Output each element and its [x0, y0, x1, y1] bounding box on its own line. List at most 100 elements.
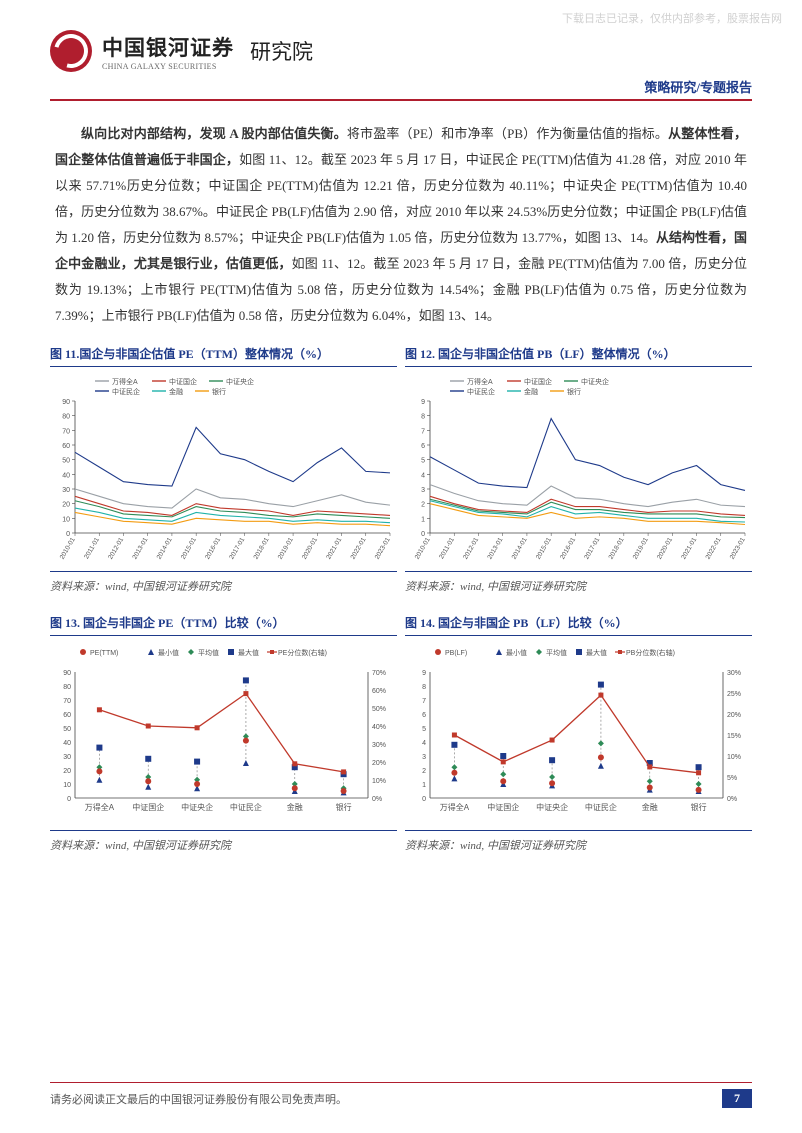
svg-text:70%: 70%: [372, 670, 386, 677]
chart-13-source: 资料来源：wind, 中国银河证券研究院: [50, 830, 397, 857]
svg-text:2023-01: 2023-01: [374, 536, 392, 560]
svg-text:万得全A: 万得全A: [112, 377, 138, 386]
svg-text:0: 0: [67, 796, 71, 803]
svg-text:2016-01: 2016-01: [559, 536, 577, 560]
svg-text:2013-01: 2013-01: [131, 536, 149, 560]
svg-text:2019-01: 2019-01: [632, 536, 650, 560]
body-text: 纵向比对内部结构，发现 A 股内部估值失衡。将市盈率（PE）和市净率（PB）作为…: [0, 121, 802, 329]
svg-text:60: 60: [63, 712, 71, 719]
svg-text:2018-01: 2018-01: [253, 536, 271, 560]
charts-row-2: 图 13. 国企与非国企 PE（TTM）比较（%） PE(TTM)最小值平均值最…: [0, 598, 802, 857]
svg-text:金融: 金融: [642, 802, 658, 812]
chart-11-title: 图 11.国企与非国企估值 PE（TTM）整体情况（%）: [50, 341, 397, 367]
svg-text:90: 90: [63, 670, 71, 677]
svg-text:中证央企: 中证央企: [581, 377, 609, 386]
svg-text:10: 10: [62, 516, 70, 523]
chart-11: 万得全A中证国企中证央企中证民企金融银行01020304050607080902…: [50, 373, 397, 563]
svg-text:2014-01: 2014-01: [511, 536, 529, 560]
svg-text:中证国企: 中证国企: [132, 802, 164, 812]
svg-text:2011-01: 2011-01: [83, 536, 101, 560]
svg-text:2012-01: 2012-01: [462, 536, 480, 560]
svg-text:9: 9: [421, 399, 425, 406]
svg-text:40: 40: [62, 472, 70, 479]
disclaimer: 请务必阅读正文最后的中国银河证券股份有限公司免责声明。: [50, 1091, 347, 1107]
svg-text:0%: 0%: [372, 796, 382, 803]
svg-text:2012-01: 2012-01: [107, 536, 125, 560]
svg-text:最小值: 最小值: [158, 648, 179, 657]
charts-row-1: 图 11.国企与非国企估值 PE（TTM）整体情况（%） 万得全A 中证国企 中证央…: [0, 329, 802, 598]
svg-text:80: 80: [63, 684, 71, 691]
svg-text:10%: 10%: [372, 778, 386, 785]
svg-text:最大值: 最大值: [586, 648, 607, 657]
svg-text:金融: 金融: [524, 387, 538, 396]
svg-text:万得全A: 万得全A: [467, 377, 493, 386]
footer: 请务必阅读正文最后的中国银河证券股份有限公司免责声明。 7: [50, 1082, 752, 1108]
svg-text:银行: 银行: [336, 802, 352, 812]
svg-text:8: 8: [422, 684, 426, 691]
svg-text:2019-01: 2019-01: [277, 536, 295, 560]
svg-text:2011-01: 2011-01: [438, 536, 456, 560]
svg-text:2022-01: 2022-01: [350, 536, 368, 560]
svg-text:1: 1: [421, 516, 425, 523]
svg-text:3: 3: [422, 754, 426, 761]
svg-text:5: 5: [421, 458, 425, 465]
svg-text:2010-01: 2010-01: [59, 536, 77, 560]
svg-text:平均值: 平均值: [198, 648, 219, 657]
svg-text:7: 7: [422, 698, 426, 705]
para-t1: 将市盈率（PE）和市净率（PB）作为衡量估值的指标。: [347, 126, 668, 141]
svg-text:2010-01: 2010-01: [414, 536, 432, 560]
svg-text:50: 50: [63, 726, 71, 733]
svg-text:2015-01: 2015-01: [535, 536, 553, 560]
logo-en: CHINA GALAXY SECURITIES: [102, 62, 234, 71]
watermark: 下载日志已记录，仅供内部参考，股票报告网: [562, 10, 782, 26]
svg-text:中证央企: 中证央企: [226, 377, 254, 386]
svg-text:4: 4: [421, 472, 425, 479]
svg-text:3: 3: [421, 487, 425, 494]
svg-text:50: 50: [62, 458, 70, 465]
svg-text:30%: 30%: [727, 670, 741, 677]
svg-text:金融: 金融: [287, 802, 303, 812]
svg-text:40: 40: [63, 740, 71, 747]
svg-text:60%: 60%: [372, 688, 386, 695]
chart-13: PE(TTM)最小值平均值最大值PE分位数(右轴)010203040506070…: [50, 642, 397, 822]
report-category: 策略研究/专题报告: [0, 77, 802, 99]
svg-text:5%: 5%: [727, 775, 737, 782]
svg-text:2021-01: 2021-01: [325, 536, 343, 560]
svg-text:70: 70: [63, 698, 71, 705]
svg-text:中证央企: 中证央企: [181, 802, 213, 812]
svg-text:中证国企: 中证国企: [169, 377, 197, 386]
svg-text:90: 90: [62, 399, 70, 406]
svg-text:30%: 30%: [372, 742, 386, 749]
svg-text:50%: 50%: [372, 706, 386, 713]
svg-text:30: 30: [62, 487, 70, 494]
svg-text:银行: 银行: [691, 802, 707, 812]
svg-text:中证民企: 中证民企: [112, 387, 140, 396]
svg-text:4: 4: [422, 740, 426, 747]
svg-text:5: 5: [422, 726, 426, 733]
svg-text:万得全A: 万得全A: [440, 802, 470, 812]
svg-text:PE分位数(右轴): PE分位数(右轴): [278, 648, 327, 657]
svg-text:中证央企: 中证央企: [536, 802, 568, 812]
svg-text:20%: 20%: [727, 712, 741, 719]
svg-text:2013-01: 2013-01: [486, 536, 504, 560]
svg-text:最大值: 最大值: [238, 648, 259, 657]
logo-cn: 中国银河证券: [102, 32, 234, 62]
page-number: 7: [722, 1089, 752, 1108]
svg-text:9: 9: [422, 670, 426, 677]
svg-text:2018-01: 2018-01: [608, 536, 626, 560]
svg-text:万得全A: 万得全A: [85, 802, 115, 812]
svg-text:2022-01: 2022-01: [705, 536, 723, 560]
svg-text:中证民企: 中证民企: [467, 387, 495, 396]
svg-text:70: 70: [62, 428, 70, 435]
chart-11-source: 资料来源：wind, 中国银河证券研究院: [50, 571, 397, 598]
svg-text:2017-01: 2017-01: [228, 536, 246, 560]
svg-text:金融: 金融: [169, 387, 183, 396]
chart-14-title: 图 14. 国企与非国企 PB（LF）比较（%）: [405, 610, 752, 636]
svg-text:80: 80: [62, 414, 70, 421]
svg-text:6: 6: [421, 443, 425, 450]
svg-text:PB分位数(右轴): PB分位数(右轴): [626, 648, 675, 657]
chart-13-title: 图 13. 国企与非国企 PE（TTM）比较（%）: [50, 610, 397, 636]
svg-text:20: 20: [63, 768, 71, 775]
svg-text:8: 8: [421, 414, 425, 421]
svg-text:2017-01: 2017-01: [583, 536, 601, 560]
